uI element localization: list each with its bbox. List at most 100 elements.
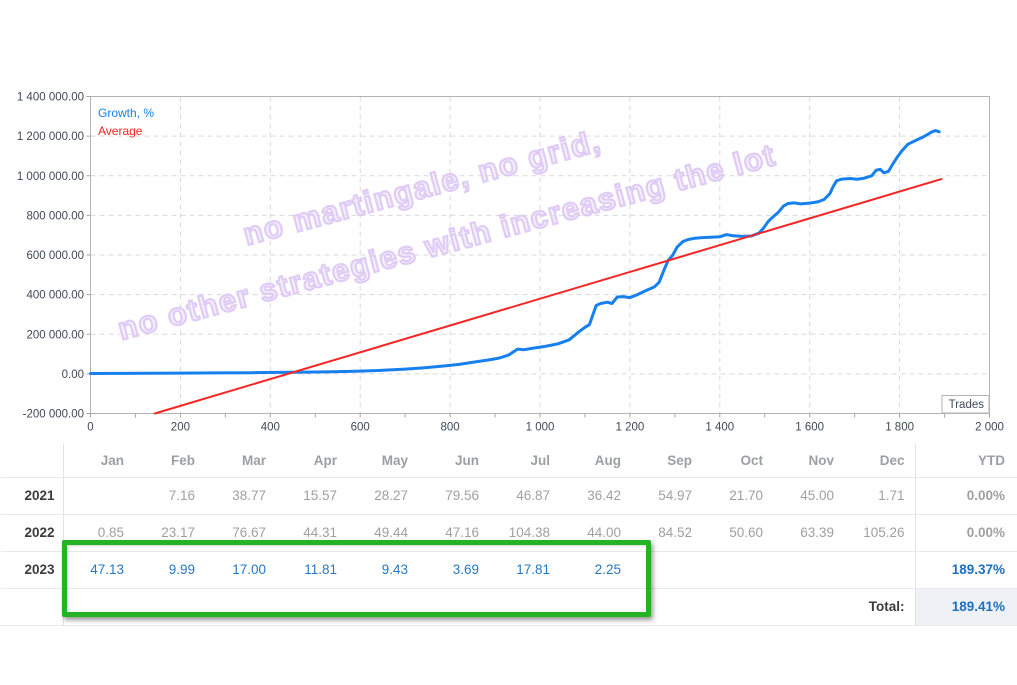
month-header: Apr xyxy=(276,444,347,478)
x-axis-label: 1 400 xyxy=(705,422,734,434)
monthly-return-cell: 11.81 xyxy=(276,551,347,589)
empty-cell xyxy=(773,588,844,626)
year-label: 2021 xyxy=(1,477,64,515)
monthly-return-cell xyxy=(702,551,773,589)
empty-cell xyxy=(560,588,631,626)
monthly-return-cell: 84.52 xyxy=(631,514,702,552)
monthly-return-cell: 44.00 xyxy=(560,514,631,552)
monthly-return-cell: 7.16 xyxy=(134,477,205,515)
monthly-return-cell: 17.81 xyxy=(489,551,560,589)
table-header-row: Jan Feb Mar Apr May Jun Jul Aug Sep Oct Nov Dec YTD xyxy=(1,444,1017,478)
monthly-returns-table: Jan Feb Mar Apr May Jun Jul Aug Sep Oct Nov Dec YTD 2… xyxy=(1,444,1017,626)
monthly-return-cell: 63.39 xyxy=(773,514,844,552)
month-header: Jul xyxy=(489,444,560,478)
average-line xyxy=(153,178,943,415)
month-header: Jan xyxy=(63,444,134,478)
total-label: Total: xyxy=(844,588,915,626)
y-axis-label: 1 200 000.00 xyxy=(17,131,84,143)
y-axis-label: 1 400 000.00 xyxy=(17,92,84,104)
ytd-cell: 0.00% xyxy=(914,477,1017,515)
monthly-return-cell: 104.38 xyxy=(489,514,560,552)
monthly-return-cell xyxy=(773,551,844,589)
month-header: May xyxy=(347,444,418,478)
monthly-return-cell: 45.00 xyxy=(773,477,844,515)
x-axis-title: Trades xyxy=(949,399,985,411)
total-value: 189.41% xyxy=(914,588,1017,626)
month-header: Jun xyxy=(418,444,489,478)
monthly-return-cell: 38.77 xyxy=(205,477,276,515)
monthly-return-cell: 3.69 xyxy=(418,551,489,589)
monthly-return-cell xyxy=(63,477,134,515)
empty-cell xyxy=(1,588,64,626)
monthly-return-cell: 15.57 xyxy=(276,477,347,515)
x-axis-label: 2 000 xyxy=(975,422,1004,434)
x-axis-label: 400 xyxy=(261,422,280,434)
y-axis-label: 600 000.00 xyxy=(26,250,84,262)
month-header: Nov xyxy=(773,444,844,478)
table-row-2023: 2023 47.13 9.99 17.00 11.81 9.43 3.69 17.81 2.25… xyxy=(1,551,1017,589)
year-label: 2023 xyxy=(1,551,64,589)
monthly-return-cell: 50.60 xyxy=(702,514,773,552)
empty-cell xyxy=(276,588,347,626)
empty-cell xyxy=(63,588,134,626)
x-axis-label: 200 xyxy=(171,422,190,434)
table-row-2022: 2022 0.85 23.17 76.67 44.31 49.44 47.16 104.38 4… xyxy=(1,514,1017,552)
x-axis-label: 1 600 xyxy=(795,422,824,434)
empty-cell xyxy=(702,588,773,626)
x-axis-label: 1 800 xyxy=(885,422,914,434)
monthly-return-cell: 9.43 xyxy=(347,551,418,589)
monthly-return-cell: 54.97 xyxy=(631,477,702,515)
month-header: Sep xyxy=(631,444,702,478)
y-axis-label: 200 000.00 xyxy=(26,329,84,341)
month-header: Mar xyxy=(205,444,276,478)
empty-cell xyxy=(631,588,702,626)
monthly-return-cell: 28.27 xyxy=(347,477,418,515)
month-header: Feb xyxy=(134,444,205,478)
ytd-header: YTD xyxy=(914,444,1017,478)
x-axis-label: 0 xyxy=(87,422,93,434)
year-label: 2022 xyxy=(1,514,64,552)
monthly-return-cell: 76.67 xyxy=(205,514,276,552)
monthly-return-cell: 2.25 xyxy=(560,551,631,589)
x-axis-label: 600 xyxy=(351,422,370,434)
monthly-return-cell: 23.17 xyxy=(134,514,205,552)
x-axis-label: 800 xyxy=(441,422,460,434)
trades-label-box xyxy=(941,395,990,414)
y-axis-label: 800 000.00 xyxy=(26,210,84,222)
monthly-return-cell: 1.71 xyxy=(844,477,915,515)
y-axis-label: 1 000 000.00 xyxy=(17,171,84,183)
monthly-return-cell: 17.00 xyxy=(205,551,276,589)
growth-line xyxy=(89,129,941,375)
empty-cell xyxy=(134,588,205,626)
ytd-cell: 0.00% xyxy=(914,514,1017,552)
monthly-return-cell: 0.85 xyxy=(63,514,134,552)
month-header: Oct xyxy=(702,444,773,478)
empty-cell xyxy=(347,588,418,626)
month-header: Dec xyxy=(844,444,915,478)
legend-growth-label: Growth, % xyxy=(98,106,155,120)
plot-border xyxy=(90,96,990,414)
monthly-return-cell: 21.70 xyxy=(702,477,773,515)
monthly-return-cell: 47.16 xyxy=(418,514,489,552)
x-axis-label: 1 000 xyxy=(526,422,555,434)
monthly-return-cell xyxy=(631,551,702,589)
table-corner-cell xyxy=(1,444,64,478)
y-axis-label: -200 000.00 xyxy=(23,409,84,421)
monthly-return-cell: 49.44 xyxy=(347,514,418,552)
legend-average-label: Average xyxy=(98,124,143,138)
chart-legend: Growth, % Average xyxy=(98,104,154,140)
empty-cell xyxy=(418,588,489,626)
total-row: Total: 189.41% xyxy=(1,588,1017,626)
empty-cell xyxy=(489,588,560,626)
monthly-return-cell xyxy=(844,551,915,589)
monthly-return-cell: 44.31 xyxy=(276,514,347,552)
table-row-2021: 2021 7.16 38.77 15.57 28.27 79.56 46.87 36.42 54… xyxy=(1,477,1017,515)
monthly-return-cell: 36.42 xyxy=(560,477,631,515)
monthly-return-cell: 79.56 xyxy=(418,477,489,515)
monthly-return-cell: 47.13 xyxy=(63,551,134,589)
ytd-cell: 189.37% xyxy=(914,551,1017,589)
monthly-return-cell: 105.26 xyxy=(844,514,915,552)
empty-cell xyxy=(205,588,276,626)
